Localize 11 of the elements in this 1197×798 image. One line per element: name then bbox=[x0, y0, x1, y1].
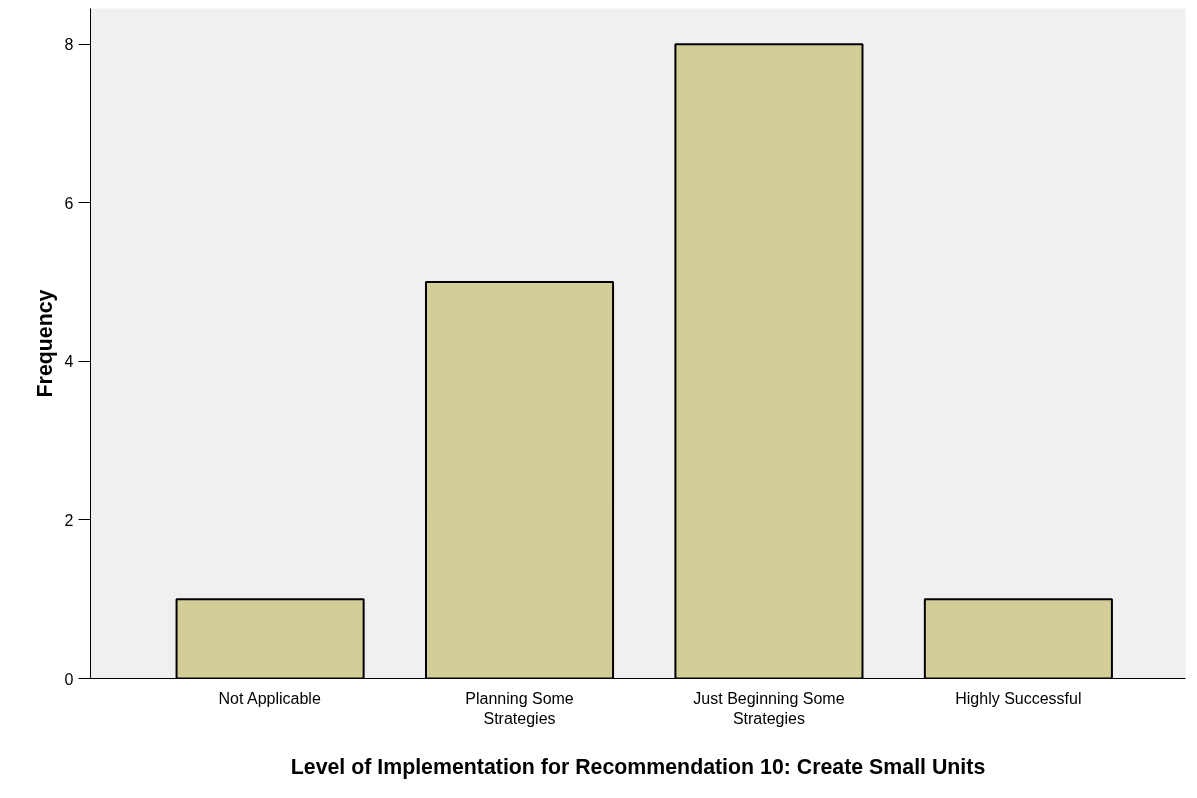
x-tick-label: Planning Some Strategies bbox=[465, 689, 574, 727]
y-tick-label: 8 bbox=[64, 36, 74, 54]
y-tick-label: 2 bbox=[64, 511, 74, 529]
y-tick-label: 4 bbox=[64, 353, 74, 371]
x-tick-label: Just Beginning Some Strategies bbox=[693, 689, 845, 727]
x-tick-label: Highly Successful bbox=[955, 689, 1082, 707]
y-tick-label: 6 bbox=[64, 194, 74, 212]
x-axis-title: Level of Implementation for Recommendation 10: Create Small Units bbox=[290, 754, 986, 779]
x-tick-label: Not Applicable bbox=[218, 689, 321, 707]
y-tick-label: 0 bbox=[64, 670, 74, 688]
y-axis-title: Frequency bbox=[32, 289, 57, 398]
